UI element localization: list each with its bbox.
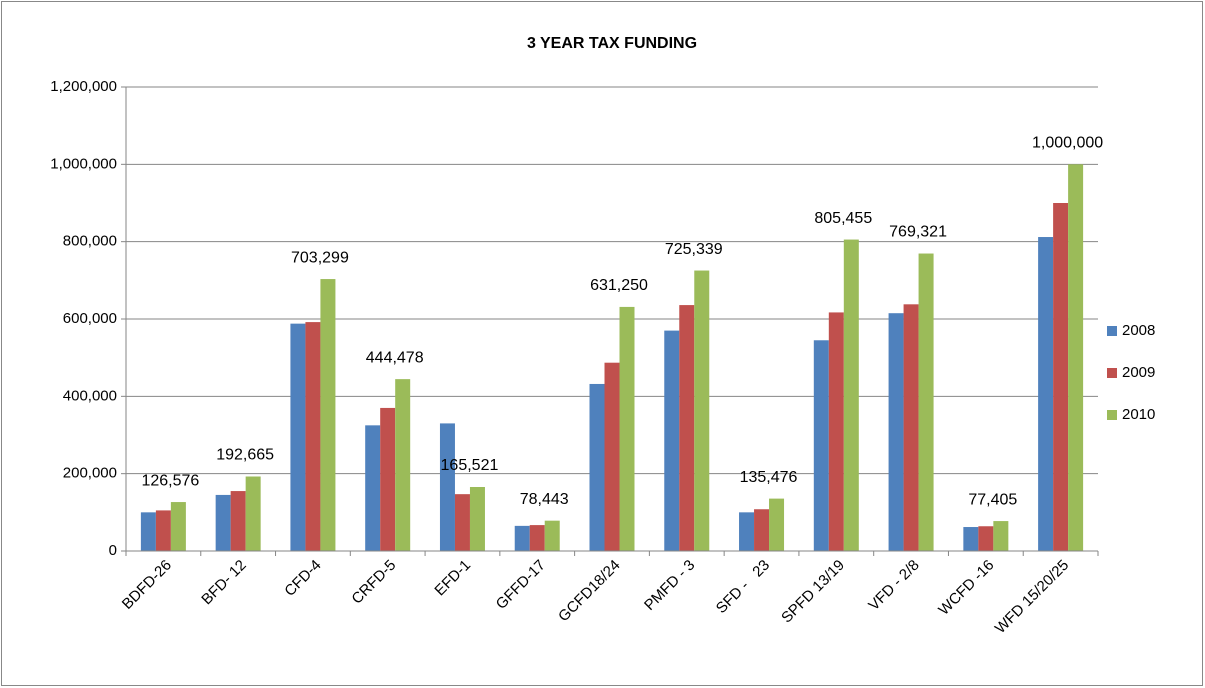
legend-label: 2008: [1122, 322, 1155, 339]
bar: [619, 306, 635, 551]
bar: [679, 305, 695, 551]
value-label: 192,665: [216, 447, 274, 464]
bar: [828, 312, 844, 551]
value-label: 444,478: [366, 349, 424, 366]
chart-title: 3 YEAR TAX FUNDING: [527, 35, 697, 52]
bar: [843, 239, 859, 551]
value-label: 1,000,000: [1032, 135, 1103, 152]
y-tick-label: 1,000,000: [50, 155, 117, 172]
bar: [320, 279, 336, 551]
bar: [529, 525, 545, 551]
legend-swatch: [1107, 410, 1117, 420]
value-label: 135,476: [740, 469, 798, 486]
bar: [903, 304, 919, 551]
bar: [395, 379, 411, 551]
bar: [888, 313, 904, 551]
bar: [230, 491, 246, 551]
y-tick-label: 400,000: [63, 387, 117, 404]
value-label: 126,576: [141, 472, 199, 489]
bar: [439, 423, 455, 551]
bar: [813, 340, 829, 551]
value-label: 805,455: [814, 210, 872, 227]
bar: [140, 512, 156, 551]
legend-label: 2010: [1122, 406, 1155, 423]
legend-label: 2009: [1122, 364, 1155, 381]
bar: [454, 494, 470, 551]
value-label: 78,443: [520, 491, 569, 508]
bar: [963, 527, 979, 551]
bar: [694, 270, 710, 551]
bar: [215, 494, 231, 551]
bar: [1068, 164, 1084, 552]
bar: [155, 510, 171, 551]
bar: [1038, 237, 1054, 551]
bar: [769, 498, 785, 551]
bar: [245, 476, 261, 551]
y-tick-label: 200,000: [63, 465, 117, 482]
bar: [514, 525, 530, 551]
bar: [365, 425, 381, 551]
bar: [604, 362, 620, 551]
bar: [739, 512, 755, 551]
bar: [993, 521, 1009, 551]
bar: [469, 486, 485, 551]
legend-swatch: [1107, 326, 1117, 336]
bar: [544, 520, 560, 551]
bar: [380, 407, 396, 551]
value-label: 703,299: [291, 249, 349, 266]
bar: [170, 502, 186, 551]
value-label: 165,521: [441, 457, 499, 474]
bar: [918, 253, 934, 551]
bar: [664, 330, 680, 551]
y-tick-label: 1,200,000: [50, 78, 117, 95]
y-tick-label: 0: [109, 542, 117, 559]
legend-swatch: [1107, 368, 1117, 378]
value-label: 77,405: [968, 491, 1017, 508]
y-tick-label: 800,000: [63, 233, 117, 250]
y-tick-label: 600,000: [63, 310, 117, 327]
bar: [305, 322, 321, 551]
value-label: 769,321: [889, 224, 947, 241]
value-label: 631,250: [590, 277, 648, 294]
value-label: 725,339: [665, 241, 723, 258]
bar: [754, 509, 770, 551]
bar: [589, 383, 605, 551]
bar: [1053, 203, 1069, 551]
bar: [290, 323, 306, 551]
bar: [978, 526, 994, 551]
